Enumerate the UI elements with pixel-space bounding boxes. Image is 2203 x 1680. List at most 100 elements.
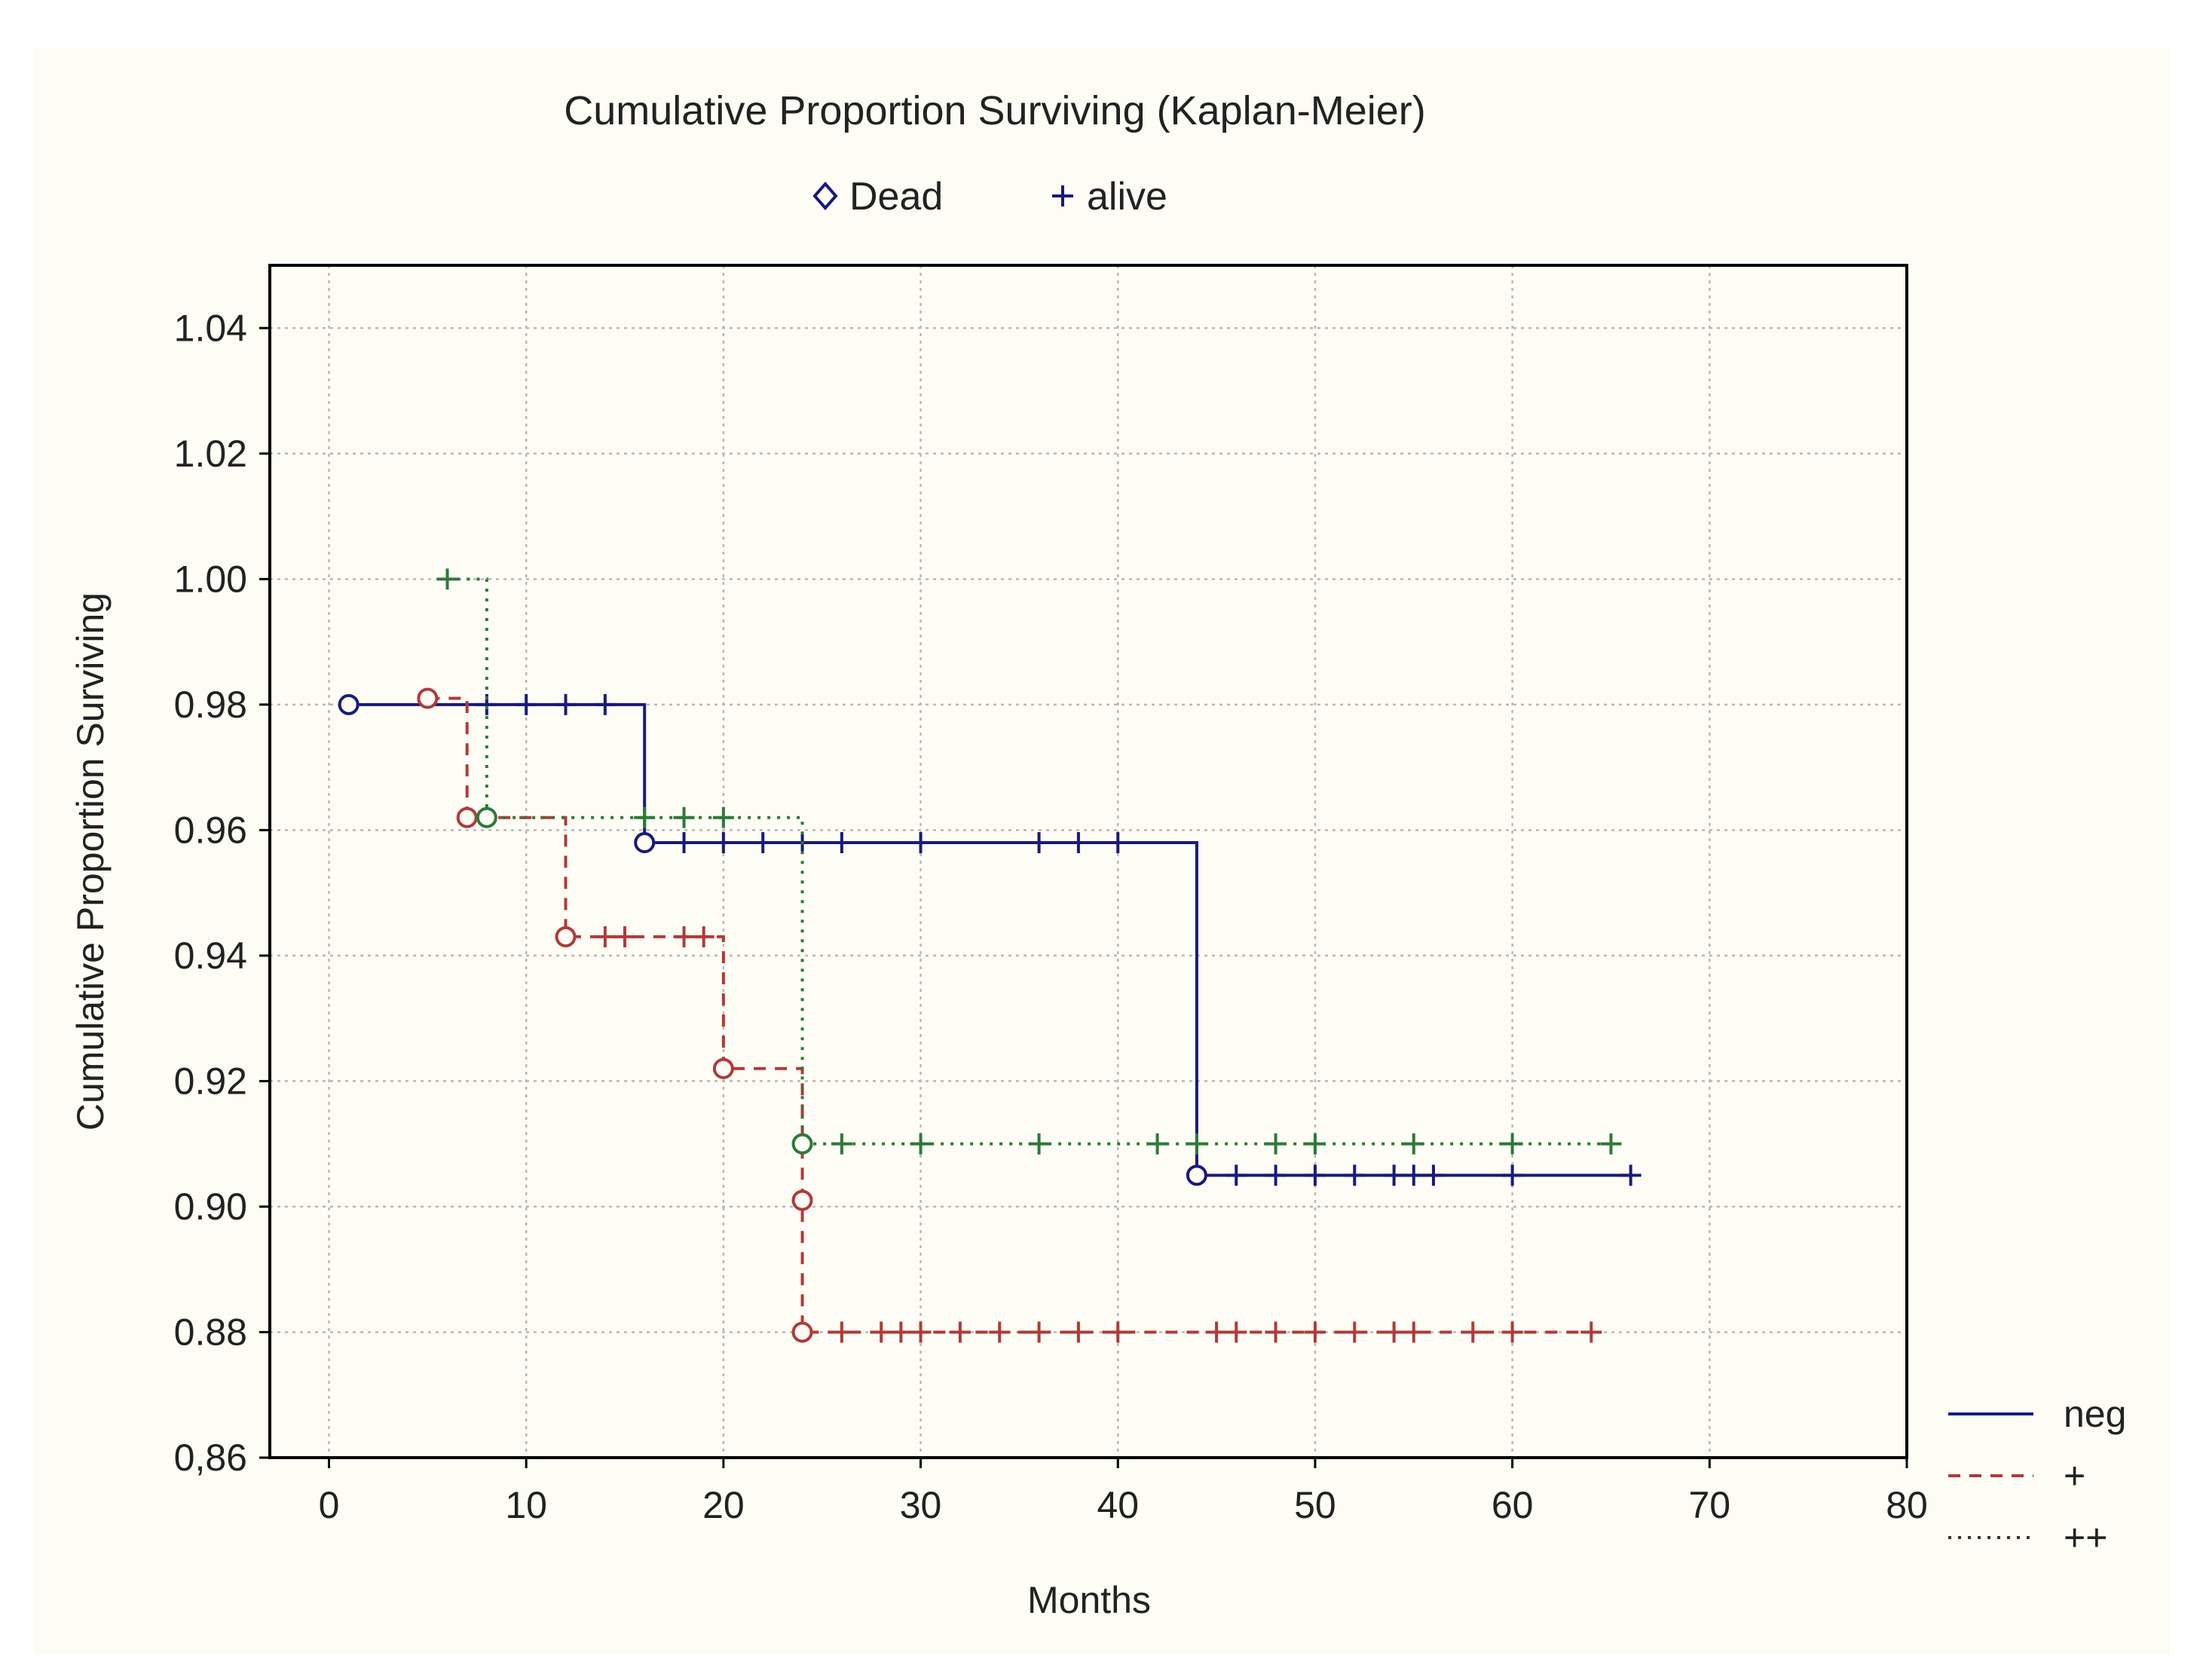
alive-marker	[673, 926, 695, 947]
alive-marker	[1206, 1321, 1228, 1343]
alive-marker	[1225, 1321, 1247, 1343]
alive-marker	[1344, 1321, 1366, 1343]
alive-marker	[1225, 1164, 1247, 1186]
alive-marker	[1600, 1133, 1622, 1155]
alive-marker	[1067, 1321, 1089, 1343]
y-tick-label: 1.02	[174, 433, 247, 475]
series-legend-label: ++	[2064, 1516, 2107, 1559]
alive-marker	[594, 926, 616, 947]
dead-marker	[476, 806, 497, 828]
alive-marker	[910, 1133, 932, 1155]
alive-marker	[1344, 1164, 1366, 1186]
dead-marker	[338, 693, 360, 715]
x-axis-ticks: 0 10 20 30 40 50 60 70 80	[319, 1458, 1928, 1526]
alive-marker	[1265, 1164, 1287, 1186]
alive-marker	[1501, 1321, 1523, 1343]
marker-legend-label: alive	[1087, 175, 1167, 219]
alive-marker	[1462, 1321, 1484, 1343]
alive-marker	[712, 806, 734, 828]
alive-marker	[1265, 1321, 1287, 1343]
x-tick-label: 20	[702, 1484, 745, 1526]
alive-marker	[614, 926, 636, 947]
alive-marker	[1028, 1321, 1050, 1343]
alive-marker	[1620, 1164, 1642, 1186]
alive-marker	[1403, 1133, 1424, 1155]
alive-marker	[673, 832, 695, 854]
series-plus	[417, 687, 1602, 1343]
alive-marker	[752, 832, 774, 854]
alive-marker	[831, 1321, 852, 1343]
series-neg	[338, 693, 1642, 1186]
y-tick-label: 0.92	[174, 1060, 247, 1102]
x-tick-label: 40	[1097, 1484, 1139, 1526]
alive-marker	[673, 806, 695, 828]
alive-marker	[1501, 1133, 1523, 1155]
alive-marker	[1383, 1321, 1405, 1343]
series-legend-label: +	[2064, 1455, 2085, 1497]
y-tick-label: 0.94	[174, 935, 247, 977]
marker-legend-label: Dead	[849, 175, 943, 219]
alive-marker	[1422, 1164, 1444, 1186]
alive-marker	[1146, 1133, 1168, 1155]
series-line	[447, 577, 1611, 1146]
chart-title: Cumulative Proportion Surviving (Kaplan-…	[564, 88, 1425, 133]
x-tick-label: 10	[505, 1484, 547, 1526]
series-layer	[338, 568, 1642, 1343]
alive-marker	[1383, 1164, 1405, 1186]
alive-marker	[1028, 1133, 1050, 1155]
alive-marker	[831, 832, 852, 854]
dead-marker	[791, 1133, 813, 1155]
grid	[270, 265, 1908, 1459]
y-tick-label: 0.98	[174, 684, 247, 726]
x-tick-label: 80	[1886, 1484, 1928, 1526]
y-tick-label: 0.88	[174, 1311, 247, 1353]
y-axis-label: Cumulative Proportion Surviving	[69, 592, 112, 1131]
y-tick-label: 0.96	[174, 809, 247, 851]
alive-marker	[1067, 832, 1089, 854]
alive-marker	[1403, 1164, 1424, 1186]
alive-marker	[1186, 1133, 1207, 1155]
series-legend-label: neg	[2064, 1393, 2126, 1435]
x-axis-label: Months	[1027, 1579, 1151, 1621]
y-tick-label: 1.00	[174, 558, 247, 600]
alive-marker	[949, 1321, 971, 1343]
y-tick-label: 0.90	[174, 1186, 247, 1228]
alive-marker	[1304, 1133, 1326, 1155]
marker-legend-plus-symbol	[1052, 185, 1073, 207]
x-tick-label: 60	[1492, 1484, 1534, 1526]
dead-marker	[634, 832, 656, 854]
alive-marker	[1304, 1321, 1326, 1343]
alive-marker	[1107, 832, 1129, 854]
alive-marker	[890, 1321, 912, 1343]
y-tick-label: 0,86	[174, 1437, 247, 1479]
alive-marker	[870, 1321, 892, 1343]
x-tick-label: 0	[319, 1484, 340, 1526]
series-line	[427, 696, 1592, 1334]
dead-marker	[791, 1321, 813, 1343]
x-tick-label: 70	[1689, 1484, 1731, 1526]
y-axis-ticks: 0,86 0.88 0.90 0.92 0.94 0.96 0.98 1.00 1.02 1.04	[174, 307, 270, 1479]
alive-marker	[436, 568, 458, 590]
marker-legend-diamond-symbol	[812, 181, 838, 211]
dead-marker	[791, 1189, 813, 1211]
alive-marker	[910, 1321, 932, 1343]
dead-marker	[712, 1057, 734, 1079]
dead-marker	[456, 806, 478, 828]
alive-marker	[1028, 832, 1050, 854]
marker-legend: Dead alive	[812, 175, 1167, 219]
series-plusplus	[436, 568, 1622, 1155]
dead-marker	[417, 687, 439, 709]
alive-marker	[555, 693, 577, 715]
alive-marker	[1107, 1321, 1129, 1343]
alive-marker	[989, 1321, 1011, 1343]
alive-marker	[1265, 1133, 1287, 1155]
alive-marker	[1403, 1321, 1424, 1343]
alive-marker	[693, 926, 714, 947]
dead-marker	[1186, 1164, 1207, 1186]
chart-panel	[34, 49, 2171, 1654]
plot-frame	[268, 264, 1908, 1459]
alive-marker	[1501, 1164, 1523, 1186]
alive-marker	[594, 693, 616, 715]
alive-marker	[516, 693, 537, 715]
alive-marker	[712, 832, 734, 854]
